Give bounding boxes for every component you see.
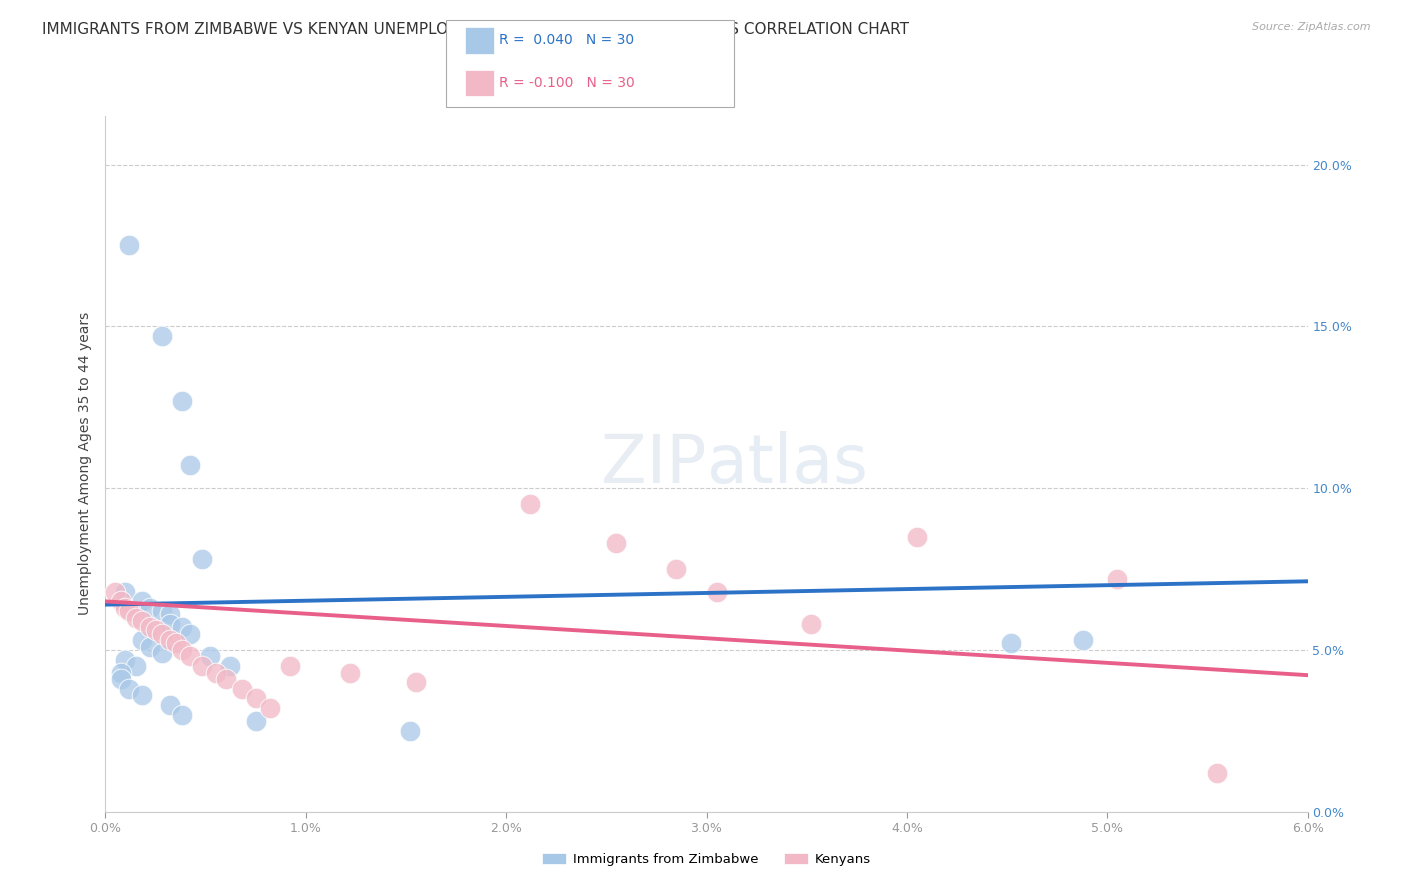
Point	[159, 698, 181, 712]
Point	[1000, 636, 1022, 650]
Point	[124, 610, 146, 624]
Point	[339, 665, 361, 680]
Point	[114, 584, 136, 599]
Point	[190, 659, 212, 673]
Point	[170, 643, 193, 657]
Point	[179, 626, 201, 640]
Text: Source: ZipAtlas.com: Source: ZipAtlas.com	[1253, 22, 1371, 32]
Point	[1071, 633, 1094, 648]
Point	[131, 614, 153, 628]
Point	[800, 617, 823, 632]
Point	[110, 594, 132, 608]
Point	[124, 659, 146, 673]
Text: atlas: atlas	[707, 431, 868, 497]
Point	[204, 665, 226, 680]
Point	[245, 691, 267, 706]
Point	[118, 681, 141, 696]
Point	[138, 600, 160, 615]
Y-axis label: Unemployment Among Ages 35 to 44 years: Unemployment Among Ages 35 to 44 years	[79, 312, 93, 615]
Point	[665, 562, 688, 576]
Point	[399, 723, 422, 738]
Point	[165, 636, 187, 650]
Point	[150, 329, 173, 343]
Point	[278, 659, 301, 673]
Point	[131, 594, 153, 608]
Point	[231, 681, 253, 696]
Point	[104, 584, 127, 599]
Point	[118, 238, 141, 252]
Point	[159, 607, 181, 622]
Point	[519, 497, 541, 511]
Point	[138, 640, 160, 654]
Point	[110, 665, 132, 680]
Point	[118, 604, 141, 618]
Point	[131, 688, 153, 702]
Point	[214, 672, 236, 686]
Point	[159, 617, 181, 632]
Text: R = -0.100   N = 30: R = -0.100 N = 30	[499, 76, 636, 90]
Point	[1107, 572, 1129, 586]
Point	[131, 633, 153, 648]
Point	[905, 530, 928, 544]
Point	[150, 604, 173, 618]
Point	[245, 714, 267, 728]
Text: R =  0.040   N = 30: R = 0.040 N = 30	[499, 33, 634, 47]
Point	[114, 652, 136, 666]
Point	[179, 649, 201, 664]
Point	[114, 600, 136, 615]
Point	[1206, 765, 1229, 780]
Point	[405, 675, 427, 690]
Point	[110, 672, 132, 686]
Text: ZIP: ZIP	[602, 431, 707, 497]
Point	[179, 458, 201, 473]
Legend: Immigrants from Zimbabwe, Kenyans: Immigrants from Zimbabwe, Kenyans	[537, 847, 876, 871]
Point	[170, 707, 193, 722]
Point	[145, 624, 167, 638]
Point	[259, 701, 281, 715]
Point	[150, 646, 173, 660]
Point	[159, 633, 181, 648]
Point	[190, 552, 212, 566]
Point	[605, 536, 627, 550]
Point	[150, 626, 173, 640]
Point	[138, 620, 160, 634]
Point	[170, 393, 193, 408]
Point	[218, 659, 240, 673]
Point	[198, 649, 221, 664]
Point	[170, 620, 193, 634]
Point	[706, 584, 728, 599]
Text: IMMIGRANTS FROM ZIMBABWE VS KENYAN UNEMPLOYMENT AMONG AGES 35 TO 44 YEARS CORREL: IMMIGRANTS FROM ZIMBABWE VS KENYAN UNEMP…	[42, 22, 910, 37]
